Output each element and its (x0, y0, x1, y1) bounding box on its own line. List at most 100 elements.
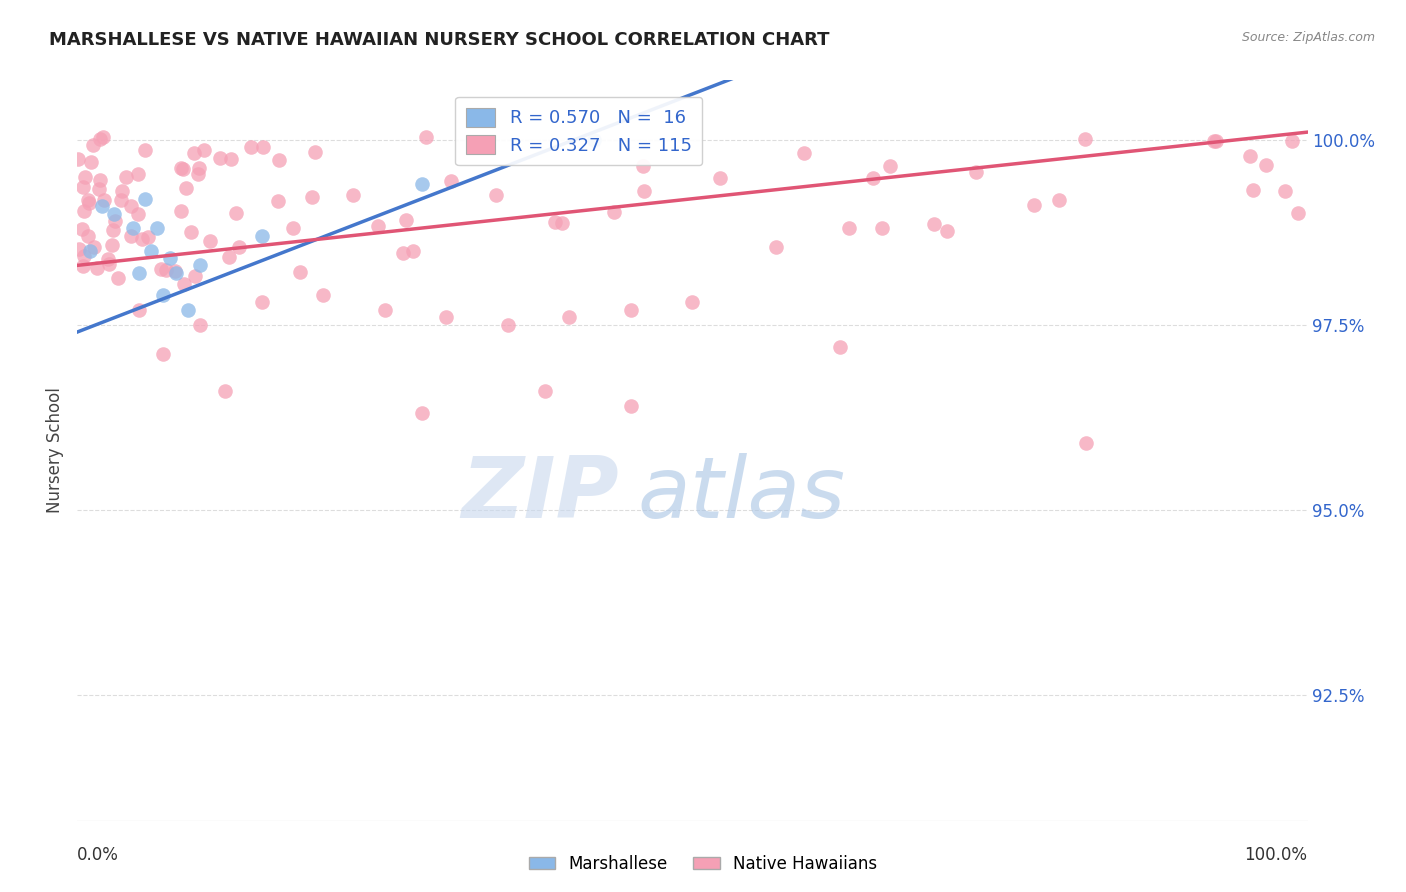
Point (80, 155, 103, 169)
Point (342, 188, 364, 202)
Point (682, 295, 704, 310)
Point (935, 223, 957, 237)
Point (603, 204, 626, 219)
Point (631, 159, 654, 173)
Point (177, 302, 200, 317)
Point (103, 206, 125, 220)
Y-axis label: Nursery School: Nursery School (46, 387, 65, 514)
Point (180, 225, 202, 239)
Point (73, 203, 96, 218)
Point (440, 174, 463, 188)
Point (709, 171, 731, 186)
Point (193, 143, 215, 157)
Point (870, 220, 893, 235)
Point (219, 152, 242, 166)
Point (159, 251, 181, 265)
Point (93, 130, 115, 145)
Point (73, 249, 96, 263)
Text: 100.0%: 100.0% (1244, 846, 1308, 863)
Point (79, 244, 101, 258)
Point (250, 295, 273, 310)
Point (165, 264, 187, 278)
Point (121, 221, 143, 235)
Point (965, 164, 987, 178)
Point (214, 384, 236, 399)
Point (1281, 134, 1303, 148)
Point (188, 259, 212, 273)
Point (127, 167, 149, 181)
Point (110, 194, 132, 208)
Point (765, 239, 787, 253)
Point (301, 190, 323, 204)
Point (165, 266, 187, 280)
Point (86, 260, 108, 275)
Point (184, 268, 207, 283)
Point (558, 310, 581, 325)
Point (1274, 184, 1296, 198)
Point (304, 145, 326, 159)
Point (134, 192, 156, 206)
Point (1241, 183, 1264, 197)
Point (415, 129, 437, 144)
Text: atlas: atlas (637, 453, 845, 536)
Point (228, 239, 250, 253)
Point (72, 222, 94, 236)
Point (485, 187, 508, 202)
Point (134, 143, 156, 157)
Point (98, 257, 121, 271)
Point (72, 259, 94, 273)
Point (188, 318, 212, 332)
Point (83, 240, 105, 254)
Point (267, 194, 290, 208)
Point (411, 177, 433, 191)
Point (267, 153, 290, 167)
Point (187, 167, 209, 181)
Point (209, 151, 232, 165)
Point (239, 139, 262, 153)
Point (1047, 193, 1070, 207)
Point (136, 230, 159, 244)
Point (620, 399, 643, 413)
Point (496, 318, 519, 332)
Point (107, 270, 129, 285)
Point (131, 232, 153, 246)
Point (75, 169, 97, 184)
Legend: Marshallese, Native Hawaiians: Marshallese, Native Hawaiians (522, 848, 884, 880)
Point (252, 140, 274, 154)
Point (174, 181, 197, 195)
Text: Source: ZipAtlas.com: Source: ZipAtlas.com (1241, 31, 1375, 45)
Point (198, 234, 221, 248)
Point (838, 221, 860, 235)
Point (101, 223, 124, 237)
Point (283, 221, 305, 235)
Point (830, 340, 852, 354)
Point (69, 242, 91, 256)
Point (1254, 158, 1277, 172)
Point (89, 172, 111, 186)
Point (188, 161, 211, 175)
Point (77, 196, 100, 211)
Point (392, 246, 415, 260)
Point (115, 169, 138, 184)
Point (170, 203, 193, 218)
Point (120, 229, 142, 244)
Point (89, 182, 111, 196)
Point (155, 262, 177, 277)
Point (395, 213, 418, 227)
Point (128, 302, 150, 317)
Point (225, 205, 247, 219)
Point (879, 160, 901, 174)
Point (411, 407, 433, 421)
Point (1205, 134, 1227, 148)
Point (111, 184, 134, 198)
Point (924, 217, 946, 231)
Point (183, 146, 205, 161)
Point (149, 262, 172, 277)
Point (152, 347, 174, 361)
Text: ZIP: ZIP (461, 453, 619, 536)
Point (1239, 149, 1261, 163)
Point (534, 384, 557, 399)
Point (93, 194, 115, 208)
Point (1286, 205, 1309, 219)
Point (77, 229, 100, 244)
